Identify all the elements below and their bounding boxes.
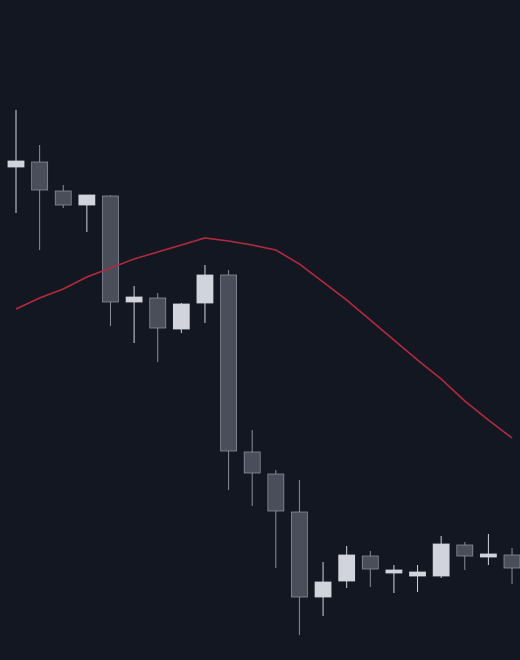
candle-body (149, 297, 167, 329)
candle-body (291, 511, 308, 598)
candle-body (479, 553, 497, 558)
candle-body (196, 274, 214, 304)
moving-average-line (15, 237, 513, 439)
candle-body (338, 554, 356, 582)
candle-body (385, 569, 403, 574)
candle-body (78, 194, 96, 206)
candle-body (432, 543, 450, 577)
candle-body (54, 190, 72, 206)
candle-body (267, 473, 285, 512)
candle-body (125, 296, 143, 303)
candle-body (7, 160, 25, 168)
candle-body (314, 581, 332, 598)
candle-body (220, 274, 237, 452)
candle-body (31, 161, 49, 191)
candle-body (361, 555, 379, 570)
candle-body (102, 195, 119, 303)
candle-body (503, 554, 520, 569)
candle-body (243, 451, 261, 474)
candle-body (172, 303, 190, 330)
candle-body (456, 544, 474, 557)
candle-body (409, 571, 426, 577)
